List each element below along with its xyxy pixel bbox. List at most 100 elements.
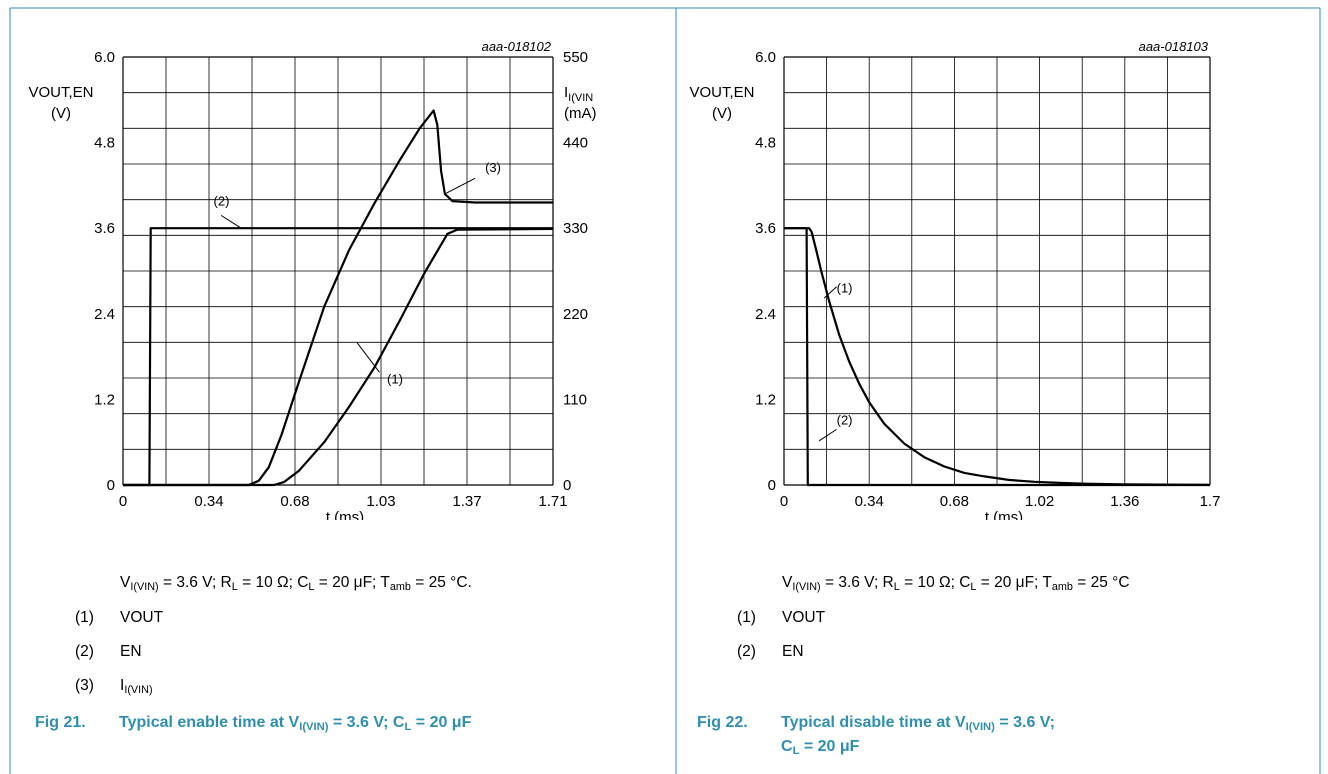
caption-number: Fig 22.	[697, 714, 748, 731]
caption-sub2: L	[404, 721, 412, 733]
y-right-axis-label: II(VIN	[564, 84, 593, 104]
cond-t2: = 10 Ω; C	[237, 574, 309, 591]
x-tick-label: 0.34	[855, 493, 884, 510]
y-left-axis-label: VOUT,EN	[689, 84, 754, 101]
cond-t1: = 3.6 V; R	[820, 574, 894, 591]
cond-c-sub: L	[970, 581, 977, 593]
series-line	[784, 227, 1210, 487]
caption-sub2: L	[792, 745, 800, 757]
legend-num: (2)	[737, 643, 756, 660]
cond-r-sub: L	[893, 581, 900, 593]
legend-text: EN	[120, 643, 142, 660]
y-left-tick-label: 0	[107, 477, 115, 494]
caption-t2: = 3.6 V;	[994, 714, 1055, 731]
y-left-tick-label: 2.4	[94, 306, 115, 323]
figure-id-label: aaa-018102	[482, 39, 552, 54]
cond-v: V	[120, 574, 131, 591]
fig22-caption: Fig 22. Typical disable time at VI(VIN) =…	[697, 714, 1055, 733]
series-annotation: (2)	[837, 412, 853, 427]
legend-num: (3)	[75, 677, 94, 694]
grid	[122, 56, 554, 486]
x-tick-label: 1.7	[1200, 493, 1221, 510]
caption-line2: C	[781, 738, 793, 755]
x-axis-label: t (ms)	[985, 509, 1023, 520]
series-annotation: (2)	[214, 193, 230, 208]
annotation-leader	[818, 428, 837, 442]
y-left-tick-label: 0	[768, 477, 776, 494]
caption-t2: = 3.6 V; C	[328, 714, 405, 731]
disable-time-chart: 0 0.34 0.68 1.02 1.36 1.7 0 1.2 2.4 3.6 4.8 6.0 t (m…	[689, 39, 1221, 520]
y-left-tick-label: 4.8	[94, 135, 115, 152]
cond-t4: = 25 °C.	[410, 574, 472, 591]
series-annotation: (3)	[485, 160, 501, 175]
x-axis-label: t (ms)	[326, 509, 364, 520]
fig21-caption: Fig 21. Typical enable time at VI(VIN) = …	[35, 714, 472, 733]
caption-number: Fig 21.	[35, 714, 86, 731]
annotation-leader	[823, 286, 837, 299]
y-left-tick-label: 1.2	[94, 391, 115, 408]
legend-text: VOUT	[120, 609, 164, 626]
x-tick-label: 0	[119, 493, 127, 510]
y-left-axis-unit: (V)	[51, 105, 71, 122]
cond-t2: = 10 Ω; C	[899, 574, 971, 591]
series-annotation: (1)	[387, 372, 403, 387]
left-legend-1: (1) VOUT	[75, 609, 163, 627]
y-left-tick-label: 2.4	[755, 306, 776, 323]
y-left-tick-label: 3.6	[94, 220, 115, 237]
y-left-tick-label: 1.2	[755, 391, 776, 408]
x-tick-label: 1.36	[1110, 493, 1139, 510]
cond-r-sub: L	[231, 581, 238, 593]
right-legend-1: (1) VOUT	[737, 609, 825, 627]
x-tick-label: 0.68	[280, 493, 309, 510]
series-line	[784, 227, 1211, 486]
y-left-axis-unit: (V)	[712, 105, 732, 122]
x-tick-label: 1.71	[538, 493, 567, 510]
x-tick-label: 0.34	[194, 493, 223, 510]
left-legend-3: (3) II(VIN)	[75, 677, 153, 695]
enable-time-chart: 0 0.34 0.68 1.03 1.37 1.7101.22.43.64.86.0011…	[28, 39, 597, 520]
legend-num: (1)	[737, 609, 756, 626]
left-legend-2: (2) EN	[75, 643, 142, 661]
cond-v-sub: I(VIN)	[792, 581, 821, 593]
caption-t3: = 20 μF	[799, 738, 860, 755]
y-left-tick-label: 3.6	[755, 220, 776, 237]
legend-num: (1)	[75, 609, 94, 626]
annotation-leader	[444, 177, 476, 195]
legend-text: VOUT	[782, 609, 826, 626]
x-tick-label: 1.02	[1025, 493, 1054, 510]
y-right-tick-label: 0	[563, 477, 571, 494]
left-conditions: VI(VIN) = 3.6 V; RL = 10 Ω; CL = 20 μF; …	[120, 574, 472, 592]
y-right-tick-label: 440	[563, 135, 588, 152]
x-tick-label: 0.68	[940, 493, 969, 510]
y-left-tick-label: 4.8	[755, 135, 776, 152]
caption-sub1: I(VIN)	[299, 721, 329, 733]
caption-t3: = 20 μF	[411, 714, 472, 731]
cond-v-sub: I(VIN)	[130, 581, 159, 593]
series-line	[123, 227, 554, 487]
x-tick-label: 1.37	[452, 493, 481, 510]
annotation-leader	[356, 342, 380, 373]
y-right-axis-unit: (mA)	[564, 105, 597, 122]
cond-c-sub: L	[308, 581, 315, 593]
figure-id-label: aaa-018103	[1139, 39, 1209, 54]
legend-text: I	[120, 677, 125, 694]
fig22-caption-line2: CL = 20 μF	[781, 738, 860, 757]
caption-t1: Typical enable time at V	[119, 714, 300, 731]
grid	[783, 56, 1211, 486]
series-annotation: (1)	[837, 280, 853, 295]
cond-t-sub: amb	[389, 581, 411, 593]
annotation-leader	[220, 214, 242, 229]
cond-t4: = 25 °C	[1072, 574, 1130, 591]
cond-t3: = 20 μF; T	[314, 574, 390, 591]
y-left-tick-label: 6.0	[755, 49, 776, 66]
cond-t1: = 3.6 V; R	[158, 574, 232, 591]
x-tick-label: 1.03	[366, 493, 395, 510]
y-left-tick-label: 6.0	[94, 49, 115, 66]
caption-sub1: I(VIN)	[965, 721, 995, 733]
y-left-axis-label: VOUT,EN	[28, 84, 93, 101]
cond-t-sub: amb	[1051, 581, 1073, 593]
y-right-tick-label: 220	[563, 306, 588, 323]
right-legend-2: (2) EN	[737, 643, 804, 661]
legend-num: (2)	[75, 643, 94, 660]
